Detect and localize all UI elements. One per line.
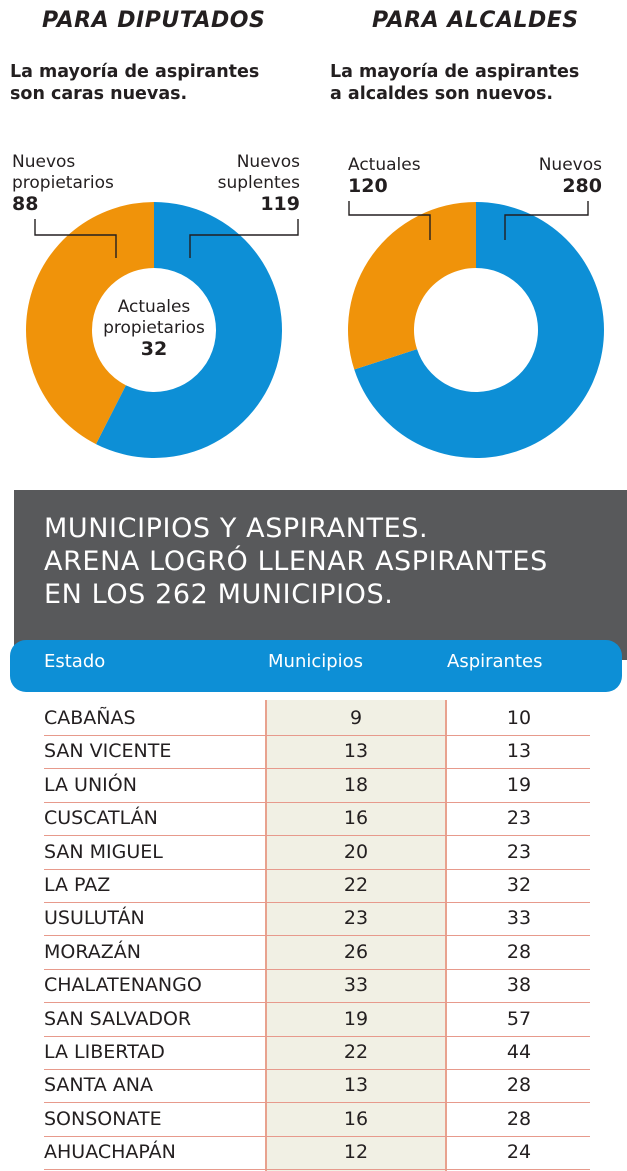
diputados-slice-nuevos-suplentes	[95, 202, 283, 458]
table-row: LA LIBERTAD 22 44	[44, 1036, 590, 1070]
municipios-cell: 12	[343, 1141, 369, 1164]
table-row: USULUTÁN 23 33	[44, 902, 590, 937]
table-row: LA UNIÓN 18 19	[44, 769, 590, 803]
estado-cell: CABAÑAS	[44, 707, 136, 729]
diputados-subtitle-line2: son caras nuevas.	[10, 84, 188, 104]
aspirantes-cell: 28	[506, 1107, 532, 1130]
municipios-cell: 13	[343, 1074, 369, 1097]
center-actuales-propietarios: Actuales propietarios 32	[94, 297, 214, 360]
donut-chart-diputados	[25, 202, 283, 458]
municipios-cell: 18	[343, 773, 369, 796]
aspirantes-cell: 10	[506, 707, 532, 729]
aspirantes-cell: 33	[506, 907, 532, 930]
municipios-cell: 19	[343, 1007, 369, 1030]
table-row: SAN VICENTE 13 13	[44, 735, 590, 770]
alcaldes-subtitle: La mayoría de aspirantes a alcaldes son …	[330, 61, 579, 105]
table-row: CUSCATLÁN 16 23	[44, 802, 590, 837]
estado-cell: AHUACHAPÁN	[44, 1141, 176, 1164]
table-banner	[14, 490, 627, 660]
aspirantes-cell: 13	[506, 740, 532, 763]
label-nuevos-suplentes: Nuevos suplentes 119	[180, 152, 300, 215]
aspirantes-cell: 57	[506, 1007, 532, 1030]
alcaldes-subtitle-line1: La mayoría de aspirantes	[330, 62, 580, 82]
estado-cell: SAN SALVADOR	[44, 1007, 192, 1030]
table-row: SONSONATE 16 28	[44, 1103, 590, 1137]
value-actuales-propietarios: 32	[140, 338, 168, 360]
diputados-slice-nuevos-propietarios	[25, 202, 154, 445]
table-title: MUNICIPIOS Y ASPIRANTES. ARENA LOGRÓ LLE…	[44, 513, 548, 610]
aspirantes-cell: 19	[506, 773, 532, 796]
alcaldes-slice-nuevos	[354, 202, 604, 458]
estado-cell: SAN VICENTE	[44, 740, 172, 763]
header-municipios: Municipios	[268, 651, 364, 672]
table-row: SANTA ANA 13 28	[44, 1069, 590, 1104]
table-row: SAN MIGUEL 20 23	[44, 836, 590, 870]
donut-chart-alcaldes	[348, 202, 604, 458]
table-row: CABAÑAS 9 10	[44, 702, 590, 736]
municipios-cell: 26	[343, 940, 369, 963]
municipios-cell: 22	[343, 1041, 369, 1063]
aspirantes-cell: 44	[506, 1041, 532, 1063]
aspirantes-cell: 28	[506, 1074, 532, 1097]
municipios-cell: 23	[343, 907, 369, 930]
estado-cell: CHALATENANGO	[44, 974, 202, 997]
table-header-bar	[10, 640, 622, 692]
estado-cell: LA LIBERTAD	[44, 1041, 165, 1063]
table-row: CHALATENANGO 33 38	[44, 969, 590, 1004]
municipios-cell: 16	[343, 1107, 369, 1130]
estado-cell: MORAZÁN	[44, 940, 142, 963]
table-row: SAN SALVADOR 19 57	[44, 1003, 590, 1037]
diputados-title: PARA DIPUTADOS	[42, 8, 266, 33]
diputados-subtitle: La mayoría de aspirantes son caras nueva…	[10, 61, 259, 105]
value-actuales: 120	[348, 175, 388, 197]
municipios-cell: 13	[343, 740, 369, 763]
estado-cell: LA UNIÓN	[44, 773, 137, 796]
aspirantes-cell: 23	[506, 807, 532, 830]
municipios-cell: 22	[343, 874, 369, 896]
alcaldes-slice-actuales	[348, 202, 476, 370]
aspirantes-cell: 24	[506, 1141, 532, 1164]
municipios-cell: 20	[343, 840, 369, 863]
aspirantes-cell: 38	[506, 974, 532, 997]
estado-cell: LA PAZ	[44, 874, 111, 896]
alcaldes-subtitle-line2: a alcaldes son nuevos.	[330, 84, 554, 104]
header-aspirantes: Aspirantes	[447, 651, 543, 672]
estado-cell: USULUTÁN	[44, 907, 145, 930]
table-row: AHUACHAPÁN 12 24	[44, 1136, 590, 1171]
estado-cell: SANTA ANA	[44, 1074, 153, 1097]
aspirantes-cell: 23	[506, 840, 532, 863]
label-actuales: Actuales 120	[348, 155, 421, 197]
label-nuevos-propietarios: Nuevos propietarios 88	[12, 152, 114, 215]
value-nuevos-suplentes: 119	[260, 193, 300, 215]
aspirantes-cell: 32	[506, 874, 532, 896]
alcaldes-title: PARA ALCALDES	[372, 8, 579, 33]
municipios-cell: 16	[343, 807, 369, 830]
value-nuevos: 280	[562, 175, 602, 197]
diputados-subtitle-line1: La mayoría de aspirantes	[10, 62, 260, 82]
table-row: LA PAZ 22 32	[44, 869, 590, 903]
aspirantes-cell: 28	[506, 940, 532, 963]
estado-cell: SONSONATE	[44, 1107, 162, 1130]
estado-cell: CUSCATLÁN	[44, 807, 158, 830]
header-estado: Estado	[44, 651, 106, 672]
label-nuevos: Nuevos 280	[480, 155, 602, 197]
municipios-cell: 9	[349, 707, 363, 729]
estado-cell: SAN MIGUEL	[44, 840, 163, 863]
municipios-cell: 33	[343, 974, 369, 997]
value-nuevos-propietarios: 88	[12, 193, 39, 215]
table-row: MORAZÁN 26 28	[44, 936, 590, 970]
